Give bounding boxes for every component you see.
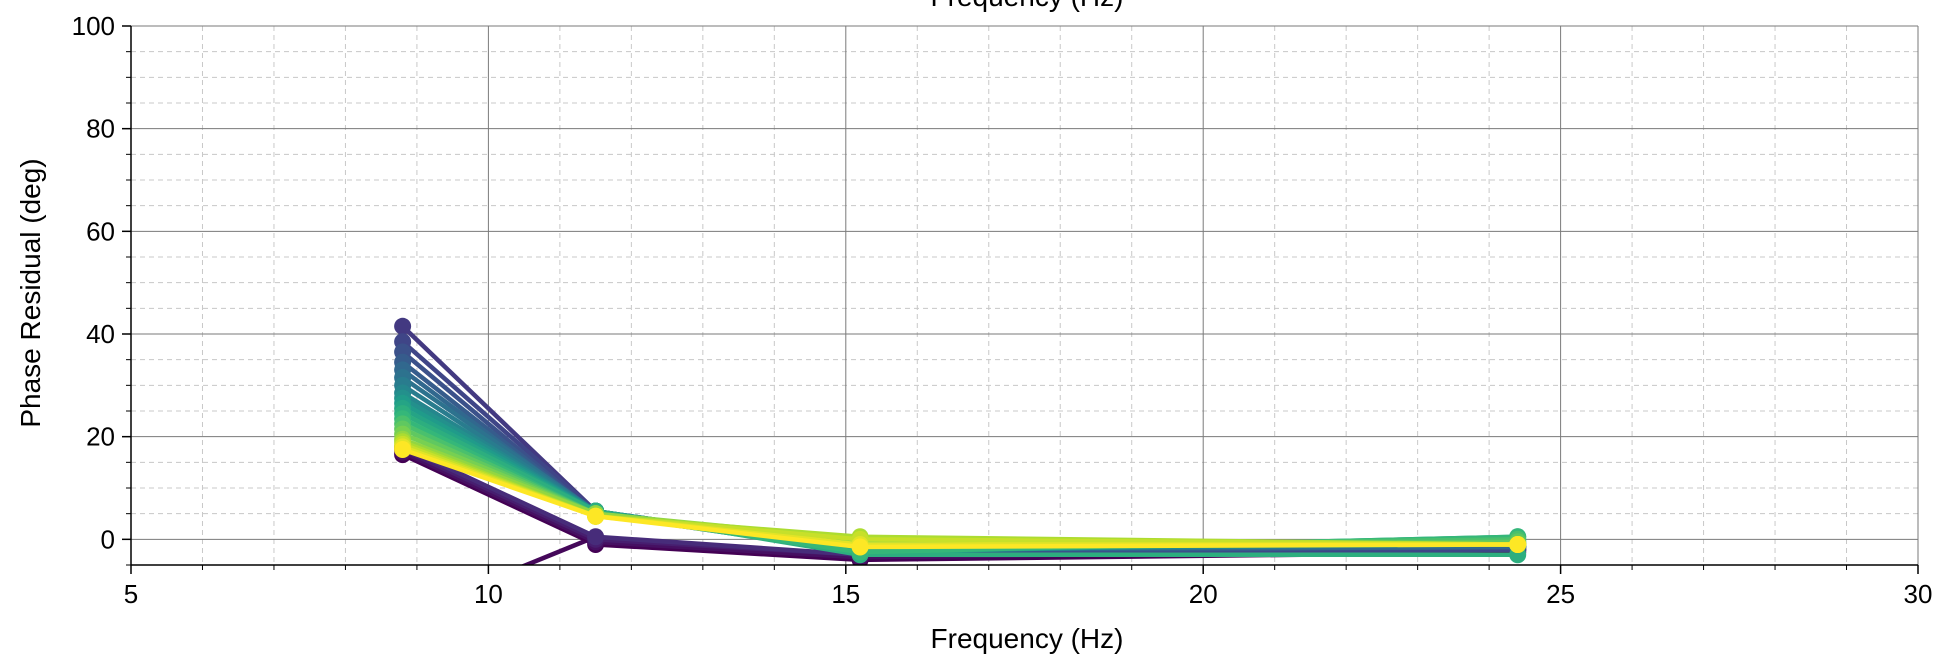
x-tick-label: 10	[474, 579, 503, 609]
data-point	[587, 528, 605, 546]
minor-grid	[131, 26, 1918, 566]
data-point	[851, 538, 869, 556]
series-line-extra	[520, 534, 597, 565]
series-line	[401, 340, 1518, 555]
tick-labels: 5 10 15 20 25 30 0 20 40 60 80 100	[72, 11, 1933, 609]
data-point	[394, 441, 412, 458]
y-tick-label: 60	[86, 216, 115, 246]
series-line	[401, 324, 1518, 555]
data-point	[394, 317, 412, 335]
x-tick-label: 20	[1189, 579, 1218, 609]
axes	[122, 25, 1919, 574]
x-tick-label: 5	[124, 579, 138, 609]
series-line	[401, 360, 1518, 552]
y-tick-label: 40	[86, 319, 115, 349]
y-axis-label: Phase Residual (deg)	[15, 158, 46, 427]
x-tick-label: 30	[1904, 579, 1933, 609]
x-tick-label: 25	[1546, 579, 1575, 609]
series-line	[401, 350, 1518, 555]
x-axis-label: Frequency (Hz)	[931, 623, 1124, 654]
data-point	[1509, 535, 1527, 553]
x-tick-label: 15	[831, 579, 860, 609]
series-line	[401, 447, 1518, 550]
plot-area	[394, 317, 1527, 565]
y-tick-label: 0	[101, 524, 115, 554]
y-tick-label: 20	[86, 422, 115, 452]
major-grid	[130, 25, 1919, 565]
chart-title: Frequency (Hz)	[931, 0, 1124, 12]
y-tick-label: 80	[86, 114, 115, 144]
data-point	[587, 507, 605, 525]
y-tick-label: 100	[72, 11, 115, 41]
